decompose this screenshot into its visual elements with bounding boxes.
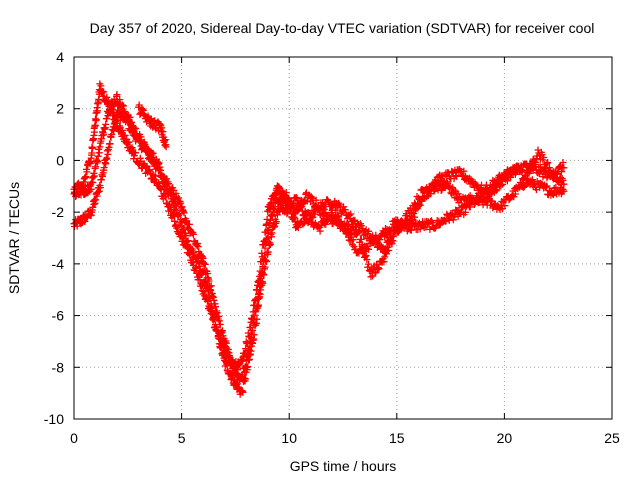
x-tick-label: 5 (178, 430, 186, 446)
axis-ticks: -10 -8 -6 -4 -2 0 2 4 0 5 10 15 20 25 (44, 49, 620, 446)
plus-markers (70, 106, 568, 398)
y-axis-label: SDTVAR / TECUs (6, 182, 22, 294)
plus-markers (70, 80, 568, 384)
x-tick-label: 20 (497, 430, 513, 446)
x-tick-label: 25 (604, 430, 620, 446)
y-tick-label: 4 (56, 49, 64, 65)
x-tick-label: 10 (281, 430, 297, 446)
chart-title: Day 357 of 2020, Sidereal Day-to-day VTE… (90, 20, 595, 36)
y-tick-label: -6 (52, 308, 65, 324)
series-track-1 (70, 106, 568, 398)
x-tick-label: 15 (389, 430, 405, 446)
plus-markers (70, 91, 568, 375)
y-tick-label: -2 (52, 204, 65, 220)
y-tick-label: 2 (56, 101, 64, 117)
series-track-2 (70, 91, 568, 375)
y-tick-label: 0 (56, 152, 64, 168)
plot-frame (73, 56, 613, 420)
y-tick-label: -10 (44, 411, 64, 427)
y-tick-label: -8 (52, 359, 65, 375)
series-track-3 (70, 80, 568, 384)
y-tick-label: -4 (52, 256, 65, 272)
series-track-4 (135, 101, 170, 151)
data-points (70, 80, 568, 398)
grid (74, 57, 612, 419)
x-axis-label: GPS time / hours (290, 458, 397, 474)
plus-markers (135, 101, 170, 151)
x-tick-label: 0 (70, 430, 78, 446)
